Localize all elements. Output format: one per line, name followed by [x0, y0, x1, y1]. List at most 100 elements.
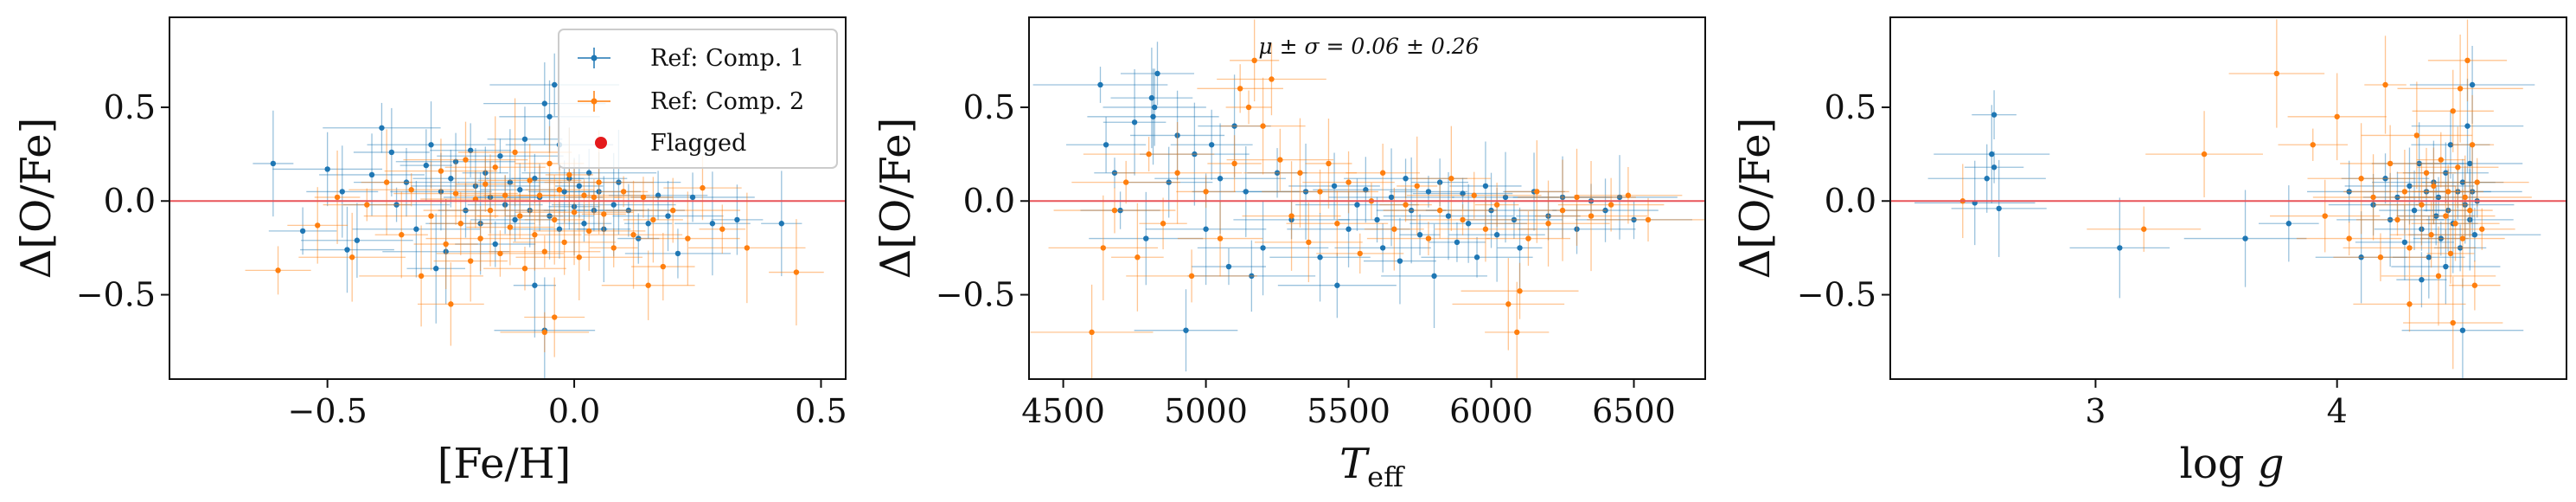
data-point: [1574, 194, 1580, 201]
data-point: [1245, 104, 1252, 111]
data-point: [2117, 245, 2123, 251]
data-point: [2435, 194, 2442, 201]
data-point: [709, 221, 716, 227]
data-point: [1346, 179, 1352, 185]
data-point: [556, 226, 563, 232]
data-point: [585, 228, 592, 235]
data-point: [2479, 226, 2485, 232]
data-point: [487, 194, 494, 201]
data-point: [1488, 207, 1494, 214]
data-point: [685, 235, 691, 241]
data-point: [428, 142, 434, 148]
data-point: [1471, 192, 1477, 198]
data-point: [1408, 207, 1415, 214]
data-point: [2447, 250, 2454, 257]
data-point: [601, 211, 607, 217]
data-point: [552, 81, 558, 88]
ylabel-teff: Δ[O/Fe]: [872, 118, 920, 280]
data-point: [443, 241, 449, 248]
data-point: [1416, 232, 1423, 238]
data-point: [443, 248, 449, 254]
data-point: [700, 184, 706, 191]
data-point: [457, 221, 463, 227]
data-point: [1391, 226, 1397, 232]
data-point: [1534, 189, 1540, 195]
data-point: [1431, 273, 1437, 280]
data-point: [1397, 258, 1403, 264]
data-point: [552, 314, 558, 320]
data-point: [1146, 151, 1152, 158]
series-1: [1914, 46, 2545, 379]
data-point: [581, 192, 587, 198]
data-point: [1357, 250, 1363, 257]
panel-feh: Δ[O/Fe] [Fe/H] −0.5 0.0 0.5 −0.5 0.0 0.5: [12, 16, 847, 488]
data-point: [532, 282, 538, 288]
data-point: [1249, 273, 1255, 280]
data-point: [1996, 205, 2002, 212]
data-point: [2467, 160, 2473, 167]
data-point: [1460, 190, 1466, 196]
data-point: [719, 226, 725, 232]
data-point: [571, 203, 578, 209]
data-point: [2273, 70, 2280, 77]
data-point: [591, 207, 598, 214]
data-point: [1414, 183, 1420, 190]
data-point: [576, 183, 582, 190]
data-point: [477, 221, 483, 227]
data-point: [463, 157, 469, 163]
data-point: [674, 250, 681, 257]
data-point: [393, 202, 400, 208]
data-point: [428, 213, 434, 219]
legend-item-comp2: Ref: Comp. 2: [578, 88, 804, 115]
data-point: [403, 179, 410, 185]
data-point: [368, 171, 375, 178]
series-2: [1931, 19, 2532, 370]
data-point: [2334, 113, 2340, 119]
data-point: [1379, 170, 1386, 176]
data-point: [670, 207, 676, 214]
ytick-label: −0.5: [76, 276, 156, 314]
data-point: [1493, 202, 1500, 208]
data-point: [2310, 142, 2316, 148]
data-point: [1331, 183, 1338, 190]
data-point: [2407, 183, 2413, 190]
data-point: [2455, 189, 2461, 195]
ytick-label: 0.5: [963, 88, 1015, 126]
ytick-label: 0.0: [1825, 182, 1876, 220]
data-point: [2464, 57, 2471, 64]
data-point: [1174, 170, 1180, 176]
data-point: [2141, 226, 2147, 232]
data-point: [561, 189, 567, 195]
legend-label-flagged: Flagged: [650, 130, 746, 157]
data-point: [1505, 301, 1512, 307]
panel-teff: Δ[O/Fe] Teff 4500 5000 5500 6000 6500 −0.5 0.0…: [872, 16, 1706, 493]
data-point: [1616, 194, 1623, 201]
data-point: [1306, 239, 1312, 246]
data-point: [2431, 183, 2437, 190]
data-point: [388, 149, 395, 156]
data-point: [1089, 329, 1095, 336]
data-point: [1545, 213, 1551, 219]
data-point: [1511, 216, 1518, 223]
data-point: [2432, 213, 2439, 219]
data-point: [2419, 277, 2425, 283]
data-point: [541, 100, 548, 106]
data-point: [1989, 151, 1995, 158]
legend-marker-comp1: [591, 55, 598, 61]
data-point: [2455, 164, 2461, 171]
ticks-logg: 3 4 −0.5 0.0 0.5: [1797, 88, 2348, 430]
data-point: [2467, 207, 2473, 214]
data-point: [1117, 207, 1123, 214]
data-point: [1326, 160, 1332, 167]
data-point: [2407, 245, 2413, 251]
data-point: [660, 263, 667, 270]
data-point: [472, 183, 479, 190]
data-point: [399, 232, 405, 238]
data-point: [2346, 235, 2352, 241]
data-point: [581, 221, 587, 227]
data-point: [2462, 202, 2468, 208]
data-point: [1243, 189, 1249, 195]
axes-frame-teff: [1028, 16, 1706, 380]
data-point: [2445, 207, 2451, 214]
data-point: [1154, 70, 1160, 77]
